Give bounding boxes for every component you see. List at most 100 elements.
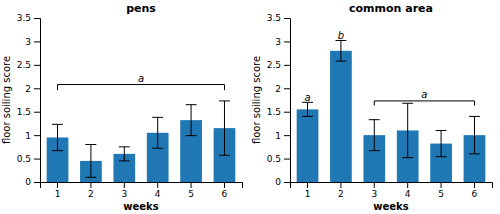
error-cap [186, 104, 197, 105]
tick-label: 3 [25, 37, 31, 47]
marks [47, 101, 236, 182]
bar [297, 109, 319, 182]
error-bar [369, 120, 380, 151]
tick-mark [34, 159, 40, 160]
chart-container: 12345600.511.522.533.5pensweeksfloor soi… [0, 0, 500, 214]
error-cap [119, 160, 130, 161]
bracket-line [57, 85, 58, 91]
y-label: floor soiling score [1, 56, 12, 144]
tick-label: 0 [275, 177, 281, 187]
y-tick: 0.5 [267, 154, 290, 164]
tick-label: 1.5 [267, 107, 281, 117]
error-line [374, 120, 375, 151]
error-cap [119, 146, 130, 147]
bracket-line [58, 84, 225, 85]
tick-label: 4 [155, 189, 161, 199]
tick-mark [340, 182, 341, 188]
tick-mark [284, 65, 290, 66]
tick-mark [34, 182, 40, 183]
error-cap [152, 117, 163, 118]
tick-mark [34, 135, 40, 136]
y-axis: 00.511.522.533.5 [17, 13, 41, 187]
tick-label: 6 [472, 189, 478, 199]
y-label: floor soiling score [251, 56, 262, 144]
x-tick: 6 [472, 182, 478, 199]
tick-label: 2 [338, 189, 344, 199]
y-tick: 3 [275, 37, 290, 47]
error-line [224, 101, 225, 155]
y-tick: 0 [275, 177, 290, 187]
error-cap [52, 124, 63, 125]
tick-mark [34, 41, 40, 42]
y-tick: 2.5 [267, 60, 290, 70]
x-tick: 2 [338, 182, 344, 199]
error-line [407, 103, 408, 157]
tick-mark [34, 65, 40, 66]
x-tick: 1 [305, 182, 311, 199]
bracket-line [224, 85, 225, 91]
error-bar [52, 124, 63, 150]
tick-label: 5 [438, 189, 444, 199]
y-axis: 0 0.5 1 1.5 2 2.5 3 3.5 [267, 13, 291, 187]
marks [297, 40, 486, 182]
error-cap [85, 144, 96, 145]
tick-label: 1 [305, 189, 311, 199]
error-bar [402, 103, 413, 157]
panel: 12345600.511.522.533.5pensweeksfloor soi… [1, 2, 243, 212]
tick-mark [284, 135, 290, 136]
error-cap [85, 177, 96, 178]
tick-mark [284, 112, 290, 113]
tick-label: 1.5 [17, 107, 31, 117]
tick-label: 6 [222, 189, 228, 199]
error-line [157, 117, 158, 148]
tick-label: 2 [275, 84, 281, 94]
y-tick: 1.5 [267, 107, 290, 117]
tick-mark [407, 182, 408, 188]
error-cap [436, 130, 447, 131]
title: pens [126, 2, 156, 15]
panel: 12345600.511.522.533.5common areaweeksfl… [251, 2, 493, 212]
tick-mark [224, 182, 225, 188]
error-bar [119, 147, 130, 161]
tick-label: 3 [371, 189, 377, 199]
y-tick: 0.5 [17, 154, 40, 164]
y-tick: 2.5 [17, 60, 40, 70]
error-cap [52, 150, 63, 151]
error-bar [219, 101, 230, 155]
y-tick: 3.5 [267, 13, 290, 23]
error-bar [186, 105, 197, 136]
error-cap [369, 150, 380, 151]
axis-line [284, 19, 291, 183]
bracket-line [374, 101, 375, 106]
error-line [191, 105, 192, 136]
error-bar [436, 130, 447, 156]
error-line [441, 130, 442, 156]
error-cap [369, 119, 380, 120]
error-cap [219, 155, 230, 156]
bracket-line [474, 101, 475, 106]
bracket-line [374, 100, 474, 101]
y-tick: 1 [275, 131, 290, 141]
y-tick: 3 [25, 37, 40, 47]
error-cap [402, 103, 413, 104]
axis-line [291, 183, 493, 189]
tick-mark [124, 182, 125, 188]
tick-mark [34, 18, 40, 19]
tick-label: 1 [55, 189, 61, 199]
bracket-label: a [421, 89, 427, 100]
tick-label: 1 [275, 131, 281, 141]
y-tick: 1.5 [17, 107, 40, 117]
tick-label: 0 [25, 177, 31, 187]
tick-mark [284, 41, 290, 42]
y-tick: 2 [275, 84, 290, 94]
tick-label: 2.5 [17, 60, 31, 70]
error-line [90, 145, 91, 178]
bracket: a [374, 89, 474, 106]
error-bar [302, 102, 313, 116]
title: common area [349, 2, 433, 15]
bar-annotation: b [338, 30, 344, 41]
error-cap [469, 116, 480, 117]
error-cap [335, 61, 346, 62]
x-tick: 3 [371, 182, 377, 199]
bar-annotation: a [304, 92, 310, 103]
